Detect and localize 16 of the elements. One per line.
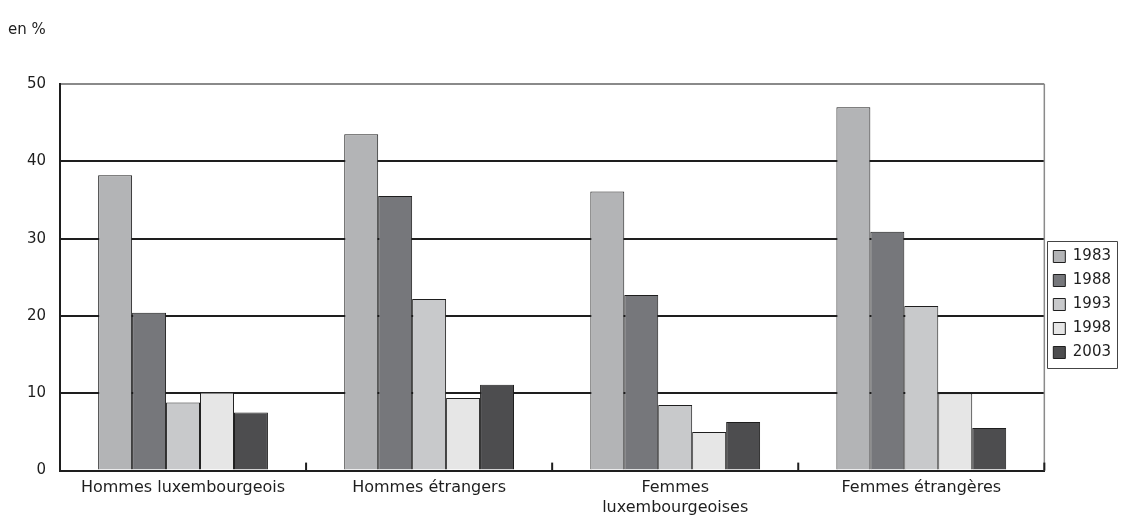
legend-label: 1983 [1072, 246, 1112, 265]
x-tick-label: Hommes luxembourgeois [80, 477, 286, 497]
x-tick-label: Femmes luxembourgeoises [602, 477, 749, 516]
y-tick-label: 30 [26, 228, 46, 247]
y-axis-title: en % [8, 19, 46, 38]
y-tick-label: 0 [36, 460, 46, 479]
y-tick-label: 20 [26, 305, 46, 324]
y-tick-label: 50 [26, 73, 46, 92]
y-tick-label: 10 [26, 383, 46, 402]
legend-label: 1993 [1072, 294, 1112, 313]
legend-label: 1998 [1072, 318, 1112, 337]
y-tick-label: 40 [26, 151, 46, 170]
x-tick-label: Hommes étrangers [352, 477, 507, 497]
legend-label: 1988 [1072, 270, 1112, 289]
x-tick-label: Femmes étrangères [841, 477, 1002, 497]
legend-label: 2003 [1072, 342, 1112, 361]
